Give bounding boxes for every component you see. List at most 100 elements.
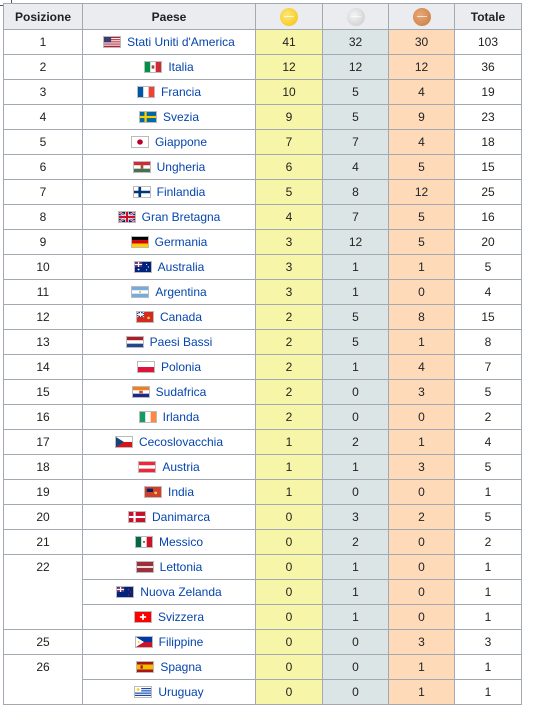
country-link[interactable]: Gran Bretagna	[141, 210, 221, 224]
country-link[interactable]: Irlanda	[162, 410, 200, 424]
country-link[interactable]: Austria	[162, 460, 200, 474]
total-header[interactable]: Totale	[454, 3, 522, 30]
country-link[interactable]: Svezia	[162, 110, 200, 124]
germany-flag-icon	[130, 236, 149, 248]
gold-medal-icon	[280, 7, 298, 26]
country-link[interactable]: Canada	[159, 310, 203, 324]
country-link[interactable]: Ungheria	[156, 160, 206, 174]
country-link[interactable]: Sudafrica	[155, 385, 207, 399]
table-row: 16 Irlanda 2 0 0 2	[3, 404, 522, 430]
total-count-cell: 1	[454, 604, 522, 630]
country-link[interactable]: Australia	[157, 260, 205, 274]
bronze-header[interactable]	[388, 3, 455, 30]
rank-cell: 4	[3, 104, 83, 130]
country-link[interactable]: Francia	[160, 85, 201, 99]
country-link[interactable]: Uruguay	[158, 685, 204, 699]
table-row: 21 Messico 0 2 0 2	[3, 529, 522, 555]
country-cell: Paesi Bassi	[82, 329, 256, 355]
silver-header[interactable]	[322, 3, 389, 30]
medal-table: Posizione Paese Totale 1 Stati Uniti d'Am…	[3, 3, 522, 705]
total-count-cell: 1	[454, 654, 522, 680]
table-row: 15 Sudafrica 2 0 3 5	[3, 379, 522, 405]
country-link[interactable]: Polonia	[160, 360, 202, 374]
bronze-count-cell: 5	[388, 204, 455, 230]
country-link[interactable]: Argentina	[155, 285, 207, 299]
total-count-cell: 1	[454, 579, 522, 605]
country-link[interactable]: Giappone	[154, 135, 208, 149]
rank-cell: 17	[3, 429, 83, 455]
silver-count-cell: 32	[322, 29, 389, 55]
country-link[interactable]: Filippine	[158, 635, 204, 649]
bronze-count-cell: 0	[388, 529, 455, 555]
netherlands-flag-icon	[125, 336, 144, 348]
gold-count-cell: 0	[255, 604, 323, 630]
rank-cell: 11	[3, 279, 83, 305]
silver-count-cell: 1	[322, 554, 389, 580]
table-row: 20 Danimarca 0 3 2 5	[3, 504, 522, 530]
country-link[interactable]: Germania	[154, 235, 208, 249]
hungary-flag-icon	[132, 161, 151, 173]
gold-count-cell: 0	[255, 654, 323, 680]
total-count-cell: 3	[454, 629, 522, 655]
gold-count-cell: 0	[255, 579, 323, 605]
table-header-row: Posizione Paese Totale	[3, 3, 522, 30]
gold-count-cell: 10	[255, 79, 323, 105]
gold-count-cell: 4	[255, 204, 323, 230]
table-row: 5 Giappone 7 7 4 18	[3, 129, 522, 155]
country-link[interactable]: Messico	[158, 535, 203, 549]
bronze-count-cell: 2	[388, 504, 455, 530]
country-link[interactable]: India	[167, 485, 195, 499]
country-cell: Sudafrica	[82, 379, 256, 405]
total-count-cell: 5	[454, 254, 522, 280]
table-row: 13 Paesi Bassi 2 5 1 8	[3, 329, 522, 355]
country-cell: Svizzera	[82, 604, 256, 630]
country-link[interactable]: Svizzera	[157, 610, 204, 624]
country-link[interactable]: Paesi Bassi	[149, 335, 213, 349]
country-cell: Stati Uniti d'America	[82, 29, 256, 55]
country-link[interactable]: Italia	[168, 60, 194, 74]
country-link[interactable]: Lettonia	[159, 560, 203, 574]
country-link[interactable]: Cecoslovacchia	[138, 435, 224, 449]
table-row: 10 Australia 3 1 1 5	[3, 254, 522, 280]
silver-count-cell: 1	[322, 254, 389, 280]
country-link[interactable]: Danimarca	[151, 510, 211, 524]
bronze-count-cell: 0	[388, 554, 455, 580]
gold-header[interactable]	[255, 3, 323, 30]
silver-count-cell: 4	[322, 154, 389, 180]
country-link[interactable]: Spagna	[160, 660, 202, 674]
rank-cell: 20	[3, 504, 83, 530]
total-count-cell: 16	[454, 204, 522, 230]
country-cell: Gran Bretagna	[82, 204, 256, 230]
gold-count-cell: 2	[255, 354, 323, 380]
country-header[interactable]: Paese	[82, 3, 256, 30]
medal-table-body: 1 Stati Uniti d'America 41 32 30 103 2 Italia 12…	[3, 29, 522, 705]
rank-cell: 13	[3, 329, 83, 355]
rank-cell: 12	[3, 304, 83, 330]
gold-count-cell: 9	[255, 104, 323, 130]
bronze-count-cell: 1	[388, 254, 455, 280]
country-cell: Nuova Zelanda	[82, 579, 256, 605]
country-link[interactable]: Finlandia	[156, 185, 206, 199]
country-cell: India	[82, 479, 256, 505]
silver-count-cell: 1	[322, 279, 389, 305]
country-link[interactable]: Stati Uniti d'America	[127, 35, 235, 49]
country-cell: Svezia	[82, 104, 256, 130]
total-count-cell: 7	[454, 354, 522, 380]
gold-count-cell: 1	[255, 429, 323, 455]
country-cell: Irlanda	[82, 404, 256, 430]
country-cell: Polonia	[82, 354, 256, 380]
table-row: 4 Svezia 9 5 9 23	[3, 104, 522, 130]
country-cell: Austria	[82, 454, 256, 480]
total-count-cell: 18	[454, 129, 522, 155]
position-header[interactable]: Posizione	[3, 3, 83, 30]
table-row: 25 Filippine 0 0 3 3	[3, 629, 522, 655]
rank-cell: 8	[3, 204, 83, 230]
rank-cell: 10	[3, 254, 83, 280]
country-link[interactable]: Nuova Zelanda	[140, 585, 222, 599]
poland-flag-icon	[136, 361, 155, 373]
total-count-cell: 2	[454, 404, 522, 430]
silver-count-cell: 5	[322, 304, 389, 330]
bronze-count-cell: 3	[388, 629, 455, 655]
rank-cell: 7	[3, 179, 83, 205]
bronze-count-cell: 1	[388, 654, 455, 680]
